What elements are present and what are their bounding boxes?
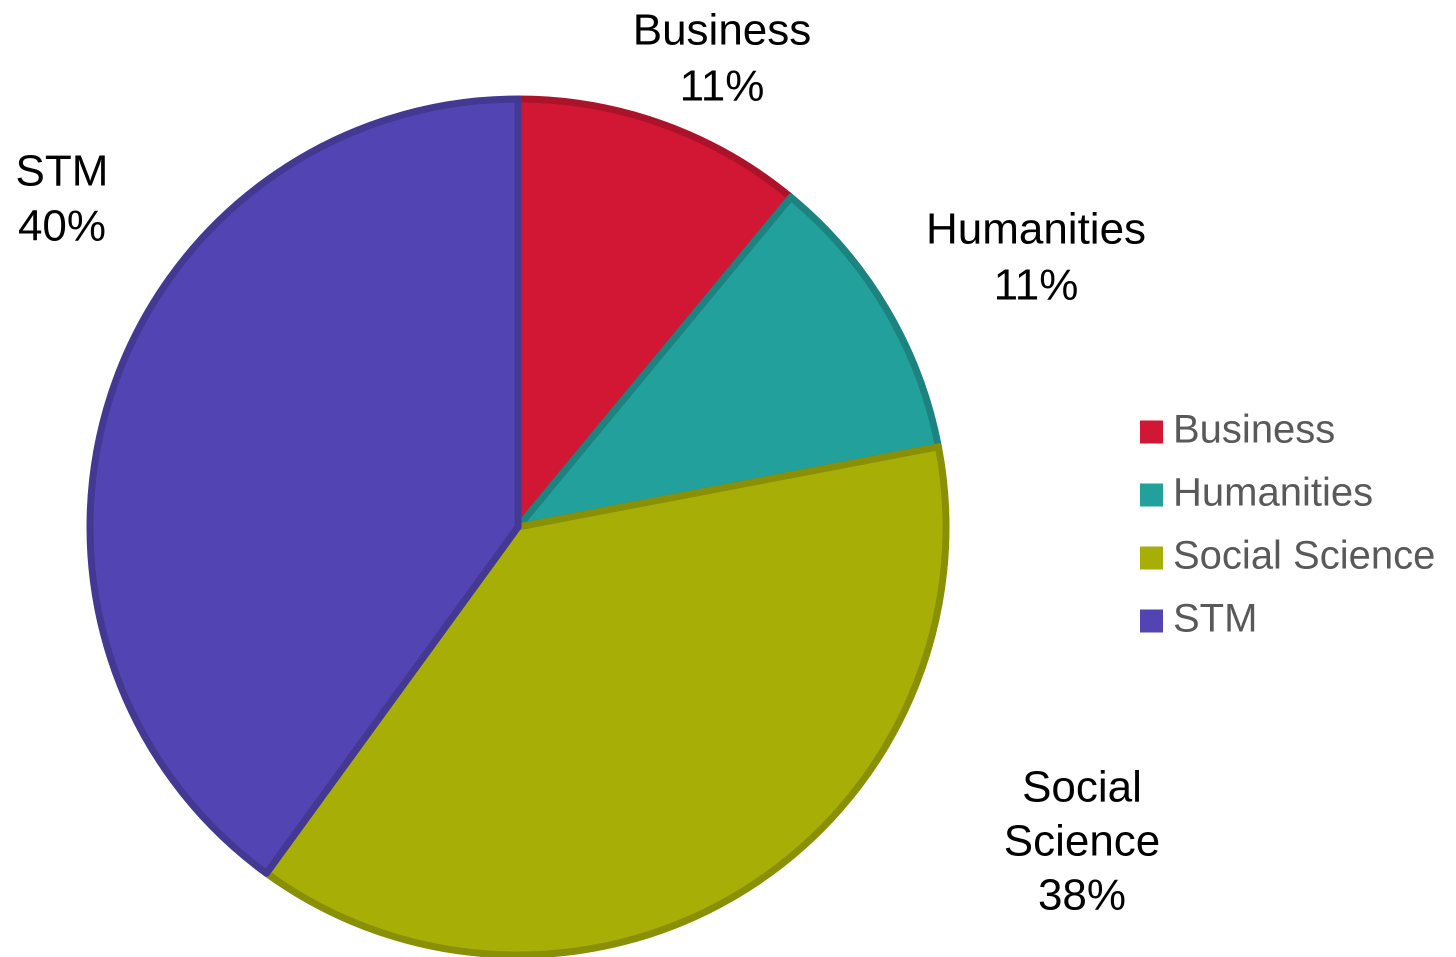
legend-label-social-science: Social Science: [1173, 534, 1435, 578]
data-label-line: 40%: [18, 202, 106, 251]
data-label-stm: STM 40%: [16, 147, 109, 251]
data-label-humanities: Humanities 11%: [926, 205, 1146, 310]
legend-label-humanities: Humanities: [1173, 471, 1373, 515]
legend-swatch-social-science: [1140, 546, 1163, 570]
legend-item-stm: STM: [1140, 597, 1257, 641]
legend-item-humanities: Humanities: [1140, 471, 1373, 515]
data-label-social-science: Social Science 38%: [1004, 763, 1161, 920]
chart-legend: Business Humanities Social Science STM: [1140, 408, 1435, 641]
legend-label-business: Business: [1173, 408, 1335, 452]
data-label-line: 11%: [994, 261, 1079, 310]
data-label-line: Humanities: [926, 205, 1146, 254]
legend-label-stm: STM: [1173, 597, 1257, 641]
data-label-line: STM: [16, 147, 109, 196]
legend-swatch-humanities: [1140, 483, 1163, 507]
data-label-line: 38%: [1038, 871, 1126, 920]
legend-swatch-stm: [1140, 609, 1163, 633]
pie-slice-humanities: [514, 193, 942, 531]
pie-slices: [86, 95, 950, 957]
pie-slice-social-science: [262, 443, 950, 957]
data-label-line: Social: [1022, 763, 1142, 812]
legend-item-social-science: Social Science: [1140, 534, 1435, 578]
data-label-line: Business: [633, 6, 812, 55]
data-label-line: Science: [1004, 817, 1161, 866]
pie-data-labels: Business 11% Humanities 11% Social Science 38%…: [16, 6, 1161, 920]
legend-swatch-business: [1140, 420, 1163, 444]
data-label-business: Business 11%: [633, 6, 812, 111]
pie-slice-stm: [86, 95, 522, 877]
legend-item-business: Business: [1140, 408, 1335, 452]
data-label-line: 11%: [680, 62, 765, 111]
pie-slice-business: [514, 95, 795, 531]
